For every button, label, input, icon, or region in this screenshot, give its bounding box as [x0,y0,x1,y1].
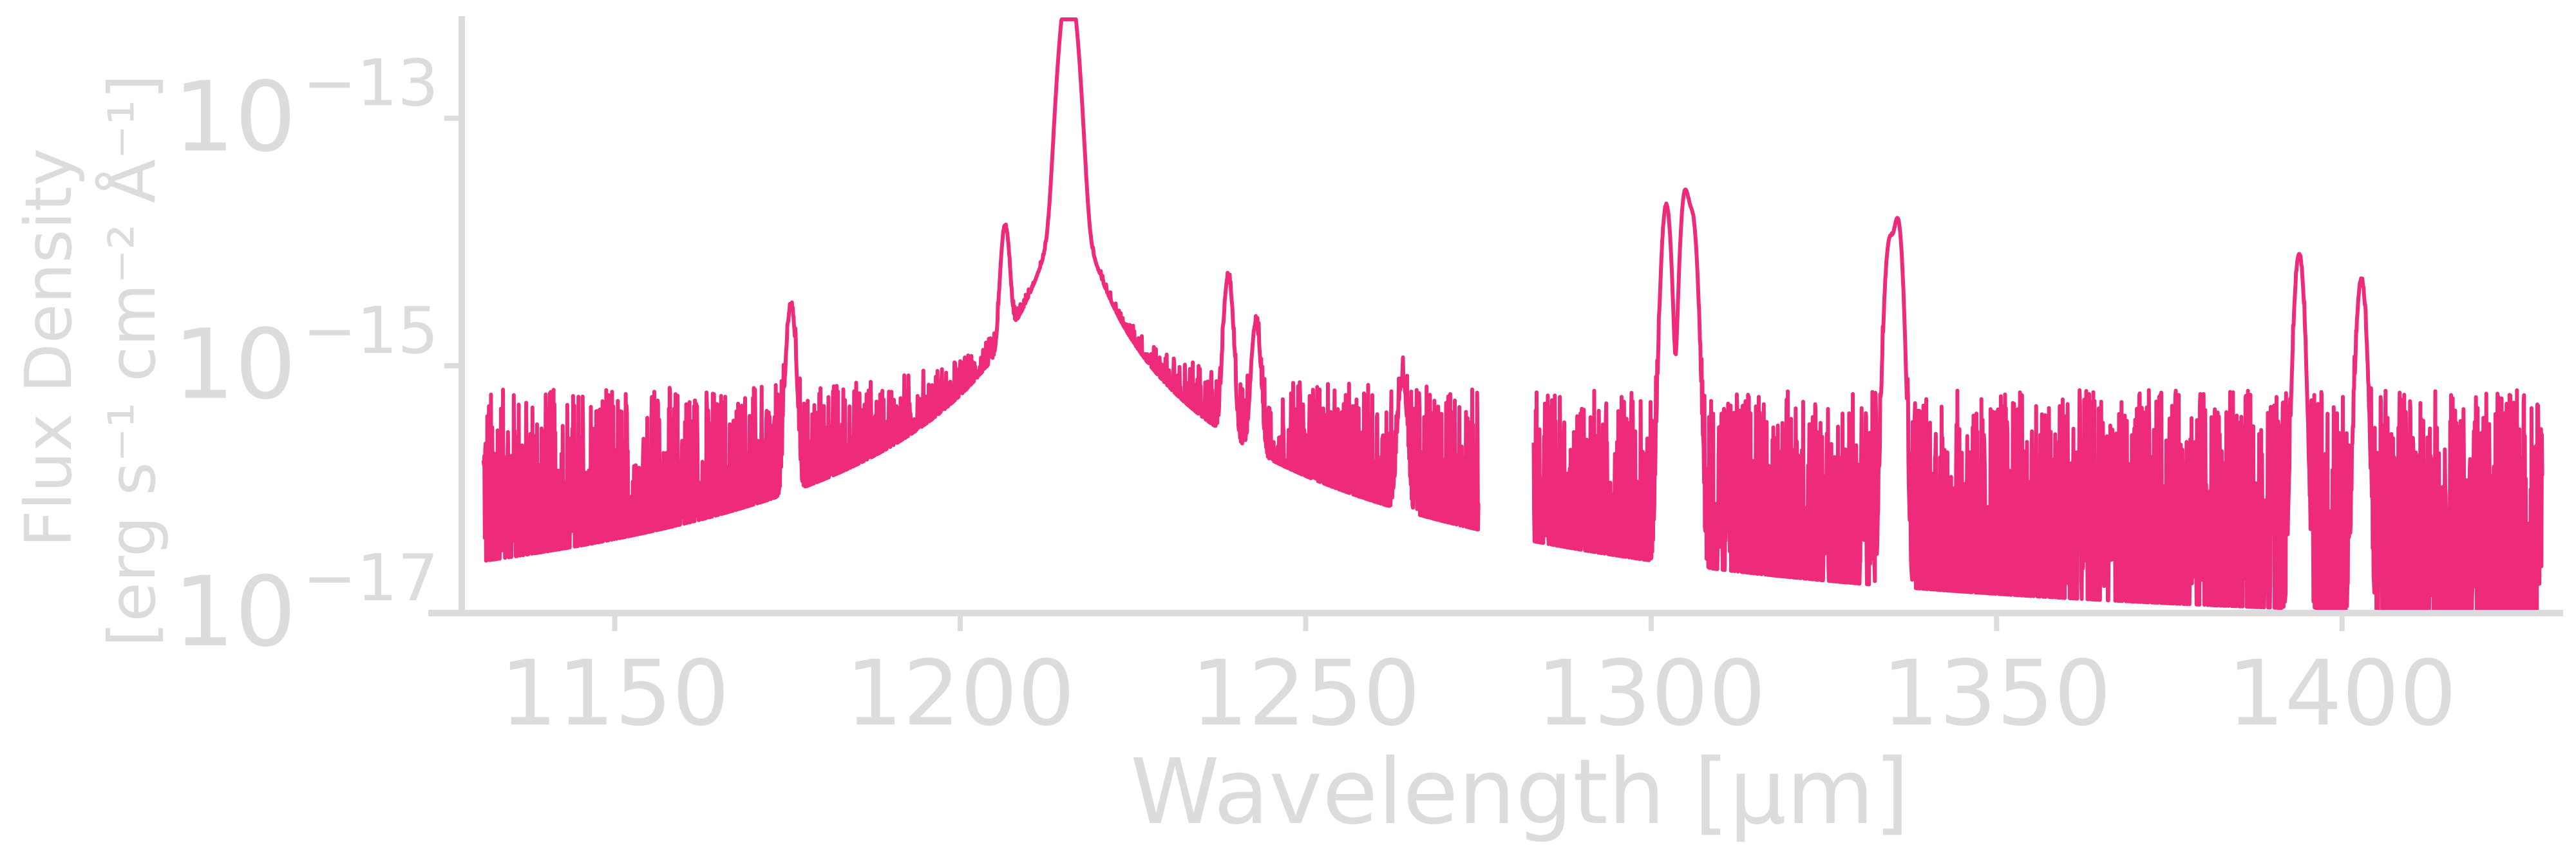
x-tick-label: 1150 [500,641,730,746]
y-tick-exponent: −15 [303,293,439,368]
x-tick-label: 1300 [1537,641,1766,746]
y-tick-label: 10 [173,556,296,668]
spectrum-series-segment [481,17,1481,563]
x-tick-label: 1250 [1191,641,1420,746]
y-tick-label: 10 [173,309,296,421]
y-axis-label-line2: [erg s⁻¹ cm⁻² Å⁻¹] [94,74,170,647]
y-axis-label-line1: Flux Density [11,148,86,547]
x-tick-label: 1200 [846,641,1075,746]
x-tick-label: 1400 [2228,641,2457,746]
x-tick-label: 1350 [1882,641,2111,746]
spectrum-series-segment [1531,187,2544,615]
y-tick-label: 10 [173,62,296,174]
y-tick-exponent: −13 [303,46,439,121]
series-layer [481,17,2544,615]
x-axis-label: Wavelength [μm] [1130,740,1909,845]
y-tick-exponent: −17 [303,540,439,616]
